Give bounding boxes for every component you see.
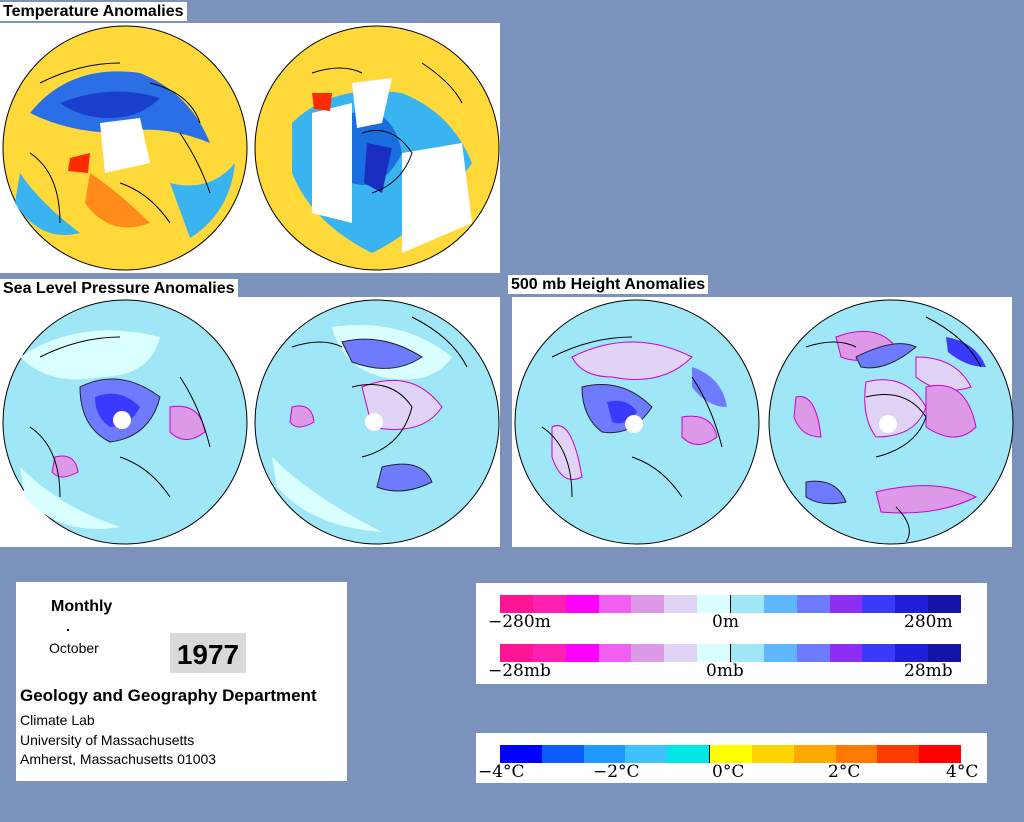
color-swatch [862,595,896,613]
department-label: Geology and Geography Department [20,686,317,705]
temperature-northern-hemisphere-map [2,25,248,271]
color-swatch [877,745,920,763]
color-swatch [598,644,632,662]
pressure-min-label: −28mb [488,661,551,681]
temp-label-4: 4°C [946,762,979,782]
color-swatch [565,595,599,613]
color-swatch [697,595,731,613]
color-swatch [532,595,566,613]
color-swatch [751,745,794,763]
color-swatch [793,745,836,763]
color-swatch [709,745,752,763]
temp-label-0: 0°C [712,762,745,782]
temperature-panel [0,23,500,273]
color-swatch [895,644,929,662]
color-swatch [835,745,878,763]
address-label: Amherst, Massachusetts 01003 [20,751,217,767]
temp-label-2: 2°C [828,762,861,782]
color-swatch [664,595,698,613]
height500-southern-hemisphere-map [768,299,1014,545]
height500-title: 500 mb Height Anomalies [508,275,709,294]
color-swatch [928,595,962,613]
color-swatch [763,644,797,662]
color-swatch [500,644,533,662]
color-swatch [862,644,896,662]
color-swatch [664,644,698,662]
pressure-height-legend: −280m 0m 280m −28mb 0mb 28mb [476,583,987,684]
color-swatch [532,644,566,662]
color-swatch [500,745,542,763]
color-swatch [631,644,665,662]
temperature-southern-hemisphere-map [254,25,500,271]
temperature-legend: −4°C −2°C 0°C 2°C 4°C [476,733,987,783]
lab-label: Climate Lab [20,712,95,728]
color-swatch [667,745,710,763]
color-swatch [565,644,599,662]
color-swatch [631,595,665,613]
color-swatch [730,644,764,662]
color-swatch [829,644,863,662]
temperature-color-bar [500,745,961,763]
color-swatch [598,595,632,613]
height-max-label: 280m [904,612,953,632]
temp-label-neg4: −4°C [478,762,525,782]
year-box: 1977 [170,633,246,673]
height-min-label: −280m [488,612,551,632]
height500-northern-hemisphere-map [514,299,760,545]
color-swatch [919,745,961,763]
temp-label-neg2: −2°C [593,762,640,782]
slp-southern-hemisphere-map [254,299,500,545]
color-swatch [829,595,863,613]
slp-title: Sea Level Pressure Anomalies [0,279,238,298]
period-label: Monthly [51,598,113,615]
height500-panel [512,297,1014,547]
info-box: Monthly October 1977 Geology and Geograp… [16,582,347,781]
color-swatch [763,595,797,613]
color-swatch [895,595,929,613]
color-swatch [583,745,626,763]
color-swatch [928,644,962,662]
color-swatch [796,644,830,662]
year-label: 1977 [176,639,240,670]
slp-panel [0,297,500,547]
color-swatch [500,595,533,613]
pressure-max-label: 28mb [904,661,953,681]
color-swatch [541,745,584,763]
temperature-title: Temperature Anomalies [0,2,187,21]
slp-northern-hemisphere-map [2,299,248,545]
month-label: October [49,640,99,656]
pressure-color-bar [500,644,962,662]
color-swatch [697,644,731,662]
pressure-zero-label: 0mb [706,661,744,681]
color-swatch [730,595,764,613]
height-zero-label: 0m [712,612,739,632]
color-swatch [625,745,668,763]
color-swatch [796,595,830,613]
height-color-bar [500,595,962,613]
dot-marker [67,629,69,631]
university-label: University of Massachusetts [20,732,195,748]
